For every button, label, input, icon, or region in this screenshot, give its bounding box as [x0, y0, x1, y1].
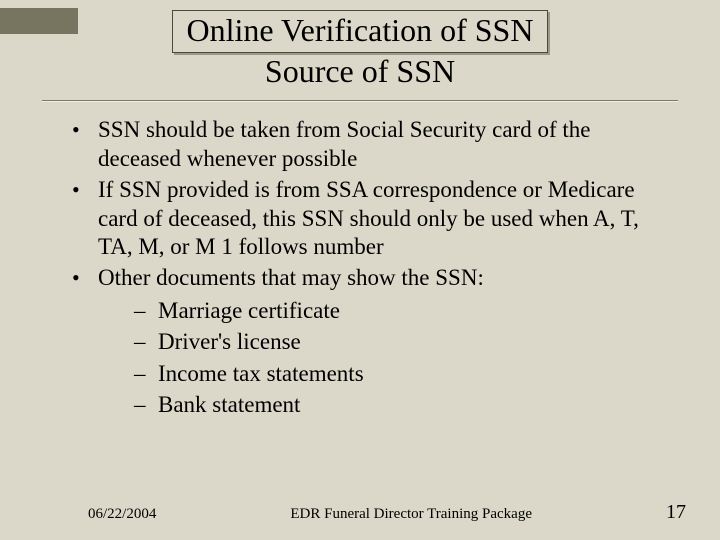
slide-title-line2: Source of SSN [0, 53, 720, 90]
content-area: SSN should be taken from Social Security… [0, 102, 720, 420]
slide: Online Verification of SSN Source of SSN… [0, 0, 720, 540]
sub-item: Marriage certificate [134, 295, 672, 326]
sub-text: Income tax statements [158, 361, 364, 386]
bullet-text: If SSN provided is from SSA corresponden… [98, 177, 639, 260]
bullet-item: SSN should be taken from Social Security… [72, 116, 672, 174]
sub-text: Marriage certificate [158, 298, 340, 323]
sub-list: Marriage certificate Driver's license In… [98, 295, 672, 419]
bullet-text: Other documents that may show the SSN: [98, 265, 484, 290]
title-area: Online Verification of SSN Source of SSN [0, 0, 720, 90]
slide-title-line1: Online Verification of SSN [172, 10, 549, 53]
bullet-item: Other documents that may show the SSN: M… [72, 264, 672, 419]
sub-item: Income tax statements [134, 358, 672, 389]
bullet-item: If SSN provided is from SSA corresponden… [72, 176, 672, 263]
sub-item: Driver's license [134, 326, 672, 357]
sub-text: Driver's license [158, 329, 301, 354]
footer-package: EDR Funeral Director Training Package [156, 506, 666, 523]
sub-text: Bank statement [158, 392, 300, 417]
bullet-list: SSN should be taken from Social Security… [72, 116, 672, 420]
footer: 06/22/2004 EDR Funeral Director Training… [0, 501, 720, 524]
bullet-text: SSN should be taken from Social Security… [98, 117, 590, 171]
footer-page-number: 17 [666, 501, 686, 524]
sub-item: Bank statement [134, 389, 672, 420]
footer-date: 06/22/2004 [88, 506, 156, 523]
